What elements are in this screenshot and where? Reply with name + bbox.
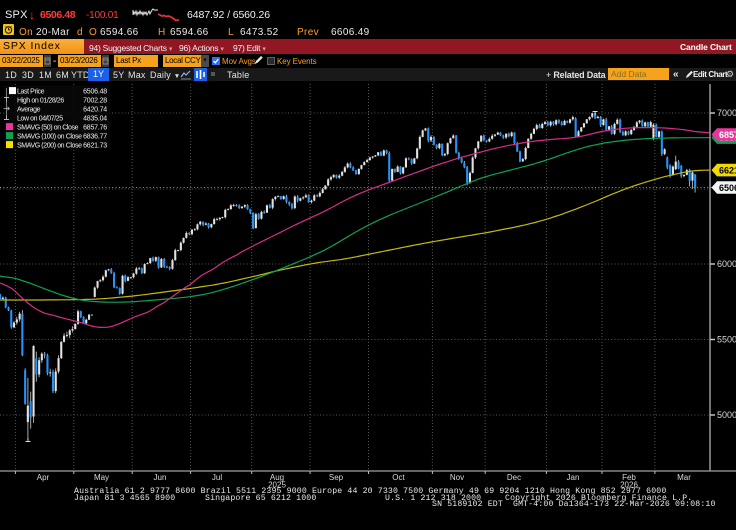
svg-text:5500: 5500 <box>717 335 736 345</box>
svg-text:Last Price: Last Price <box>17 88 45 95</box>
svg-text:May: May <box>94 473 109 482</box>
svg-text:SMAVG (50) on Close: SMAVG (50) on Close <box>17 124 79 131</box>
svg-text:Dec: Dec <box>507 473 521 482</box>
svg-text:2025: 2025 <box>268 481 286 490</box>
svg-text:SMAVG (200) on Close: SMAVG (200) on Close <box>17 142 82 149</box>
svg-text:Jun: Jun <box>154 473 167 482</box>
svg-text:6836.77: 6836.77 <box>83 133 107 140</box>
svg-text:7002.28: 7002.28 <box>83 97 107 104</box>
svg-text:6000: 6000 <box>717 259 736 269</box>
svg-text:Average: Average <box>17 106 41 113</box>
svg-text:2026: 2026 <box>620 481 638 490</box>
svg-text:Nov: Nov <box>450 473 464 482</box>
svg-text:High on 01/28/26: High on 01/28/26 <box>17 97 64 104</box>
svg-text:7000: 7000 <box>717 108 736 118</box>
svg-text:Sep: Sep <box>329 473 344 482</box>
svg-text:Low on 04/07/25: Low on 04/07/25 <box>17 115 63 122</box>
svg-text:4835.04: 4835.04 <box>83 115 107 122</box>
svg-text:6621.73: 6621.73 <box>719 166 736 176</box>
svg-text:6420.74: 6420.74 <box>83 106 107 113</box>
svg-text:6857.76: 6857.76 <box>719 130 736 140</box>
svg-text:Oct: Oct <box>392 473 405 482</box>
svg-text:5000: 5000 <box>717 410 736 420</box>
svg-text:6621.73: 6621.73 <box>83 142 107 149</box>
svg-text:Feb: Feb <box>622 473 636 482</box>
svg-text:Jan: Jan <box>567 473 580 482</box>
svg-text:SMAVG (100) on Close: SMAVG (100) on Close <box>17 133 82 140</box>
svg-text:Jul: Jul <box>212 473 222 482</box>
svg-text:6857.76: 6857.76 <box>83 124 107 131</box>
svg-text:6506.48: 6506.48 <box>83 88 107 95</box>
svg-text:Apr: Apr <box>37 473 50 482</box>
svg-text:Mar: Mar <box>677 473 691 482</box>
svg-text:Aug: Aug <box>270 473 284 482</box>
svg-text:6506.48: 6506.48 <box>719 183 736 193</box>
